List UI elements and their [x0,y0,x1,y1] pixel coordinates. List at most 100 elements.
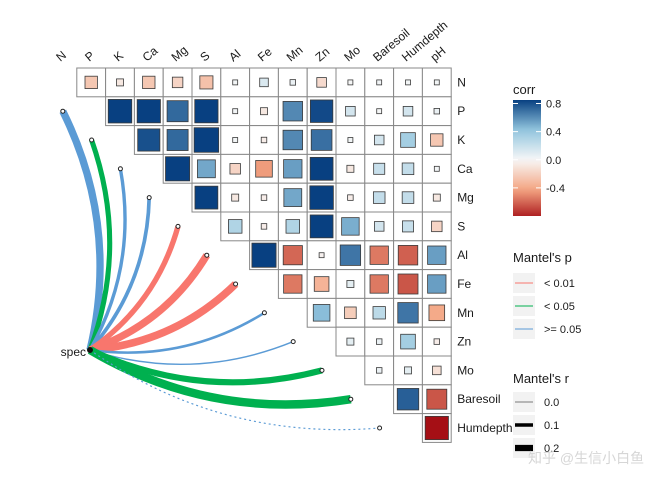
cell-K-Humdepth [400,132,416,148]
cell-S-Al [228,219,243,234]
cell-P-Mo [345,105,356,117]
right-label-Mo: Mo [457,363,474,377]
cell-Ca-Humdepth [401,162,415,176]
cell-Fe-Mo [346,280,355,288]
link-end-K [89,137,95,143]
legend-p-label-2: >= 0.05 [544,324,581,336]
cell-S-Mn [285,219,300,234]
link-end-Al [204,252,210,258]
top-label-Al: Al [226,47,243,65]
cell-Mn-Baresoil [372,306,386,320]
cell-Zn-Humdepth [400,333,416,350]
cell-Al-Mn [282,245,303,266]
cell-P-Al [232,108,239,115]
cell-Ca-S [197,159,216,179]
cell-N-Al [232,79,239,86]
right-label-Humdepth: Humdepth [457,421,512,435]
link-end-Humdepth [377,425,383,431]
cell-K-Ca [137,128,161,152]
corr-tick-label-0: 0.8 [546,99,561,111]
cell-S-Zn [309,214,334,239]
cell-Humdepth-pH [424,415,449,441]
cell-N-Humdepth [405,79,411,86]
mantel-link-Humdepth [89,349,380,431]
cell-N-pH [433,79,440,86]
cell-S-Baresoil [373,221,385,232]
cell-Ca-Baresoil [373,162,386,175]
cell-Zn-pH [433,338,440,345]
cell-Al-Mo [339,244,362,266]
right-label-Ca: Ca [457,162,473,176]
cell-Mo-Humdepth [404,366,412,375]
cell-Fe-Mn [283,274,303,294]
spec-label: spec [61,345,86,359]
top-label-Fe: Fe [255,44,275,64]
cell-S-Fe [260,223,268,230]
cell-Mg-pH [432,193,441,202]
legend-corr-colorbar [513,100,541,216]
cell-N-Zn [316,77,327,88]
cell-P-pH [433,108,440,115]
cell-Mg-Al [231,193,240,202]
cell-Ca-Mg [165,156,191,182]
cell-Al-Baresoil [369,245,389,265]
cell-P-S [194,99,219,124]
spec-node: spec [61,345,93,359]
right-label-Baresoil: Baresoil [457,392,500,406]
top-label-P: P [82,48,97,64]
legend-r-label-1: 0.1 [544,420,559,432]
right-label-Mg: Mg [457,191,474,205]
link-end-P [60,108,66,114]
mantel-link-P [59,109,104,351]
mantel-link-S [88,225,181,353]
link-end-Ca [117,166,123,172]
right-label-K: K [457,133,465,147]
corr-tick-label-2: 0.0 [546,155,561,167]
cell-N-Baresoil [376,79,383,86]
legend-corr-ticks: 0.8 0.4 0.0 -0.4 [513,99,565,195]
cell-Fe-Baresoil [369,274,389,294]
cell-N-Ca [142,75,156,89]
cell-P-Ca [136,99,161,124]
link-end-Mn [261,310,267,316]
link-end-Mo [319,367,325,373]
corr-tick-label-1: 0.4 [546,127,561,139]
cell-Ca-Fe [255,160,273,178]
cell-Ca-Mn [283,159,303,179]
mantel-link-Mn [89,311,266,354]
cell-Mg-Zn [309,185,334,210]
cell-P-Mn [282,101,303,122]
cell-Al-Humdepth [397,245,419,266]
cell-Ca-Al [229,163,241,175]
right-label-S: S [457,219,465,233]
right-label-Zn: Zn [457,335,471,349]
mantel-link-Baresoil [87,346,352,409]
cell-Mg-Humdepth [401,191,415,204]
cell-K-Mo [347,137,354,143]
mantel-link-Fe [89,281,239,354]
top-label-N: N [53,48,69,64]
cell-K-Mn [282,129,303,151]
spec-point [87,347,93,353]
right-axis-labels: N P K Ca Mg S Al Fe Mn Zn Mo Baresoil Humdepth [457,75,512,435]
top-label-Mn: Mn [284,43,306,64]
cell-S-pH [431,220,443,233]
cell-K-pH [430,133,444,147]
cell-Mo-pH [432,365,442,376]
cell-Mg-S [194,185,219,210]
cell-N-Mo [347,79,354,86]
cell-Mg-Baresoil [372,191,386,204]
legend-mantel-p-title: Mantel's p [513,250,572,265]
cell-Mn-pH [428,304,446,322]
legend-mantel-r: Mantel's r 0.0 0.1 0.2 [513,371,570,458]
link-end-S [175,223,181,229]
cell-N-Mn [289,79,296,86]
cell-P-Mg [166,100,189,123]
top-label-pH: pH [428,44,449,65]
cell-P-K [107,99,133,124]
cell-Mg-Mo [347,194,354,201]
cell-Al-pH [427,245,447,265]
mantel-link-Zn [89,340,294,366]
